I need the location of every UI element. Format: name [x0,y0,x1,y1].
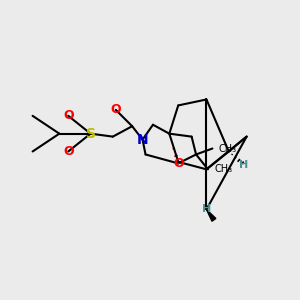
Text: H: H [202,204,211,214]
Text: O: O [63,109,74,122]
Text: CH₃: CH₃ [214,164,232,174]
Text: O: O [173,157,184,170]
Text: O: O [63,145,74,158]
Text: CH₃: CH₃ [219,143,237,154]
Text: O: O [110,103,121,116]
Text: H: H [239,160,248,170]
Text: N: N [137,133,148,147]
Polygon shape [206,209,216,221]
Text: S: S [85,127,96,141]
